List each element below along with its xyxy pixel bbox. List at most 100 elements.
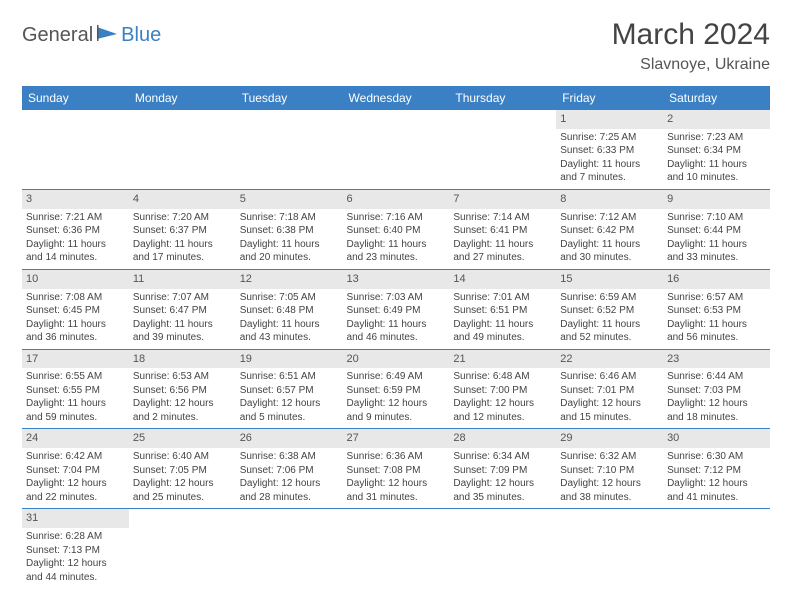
calendar-day-cell: 7Sunrise: 7:14 AMSunset: 6:41 PMDaylight…	[449, 189, 556, 269]
calendar-day-cell: 17Sunrise: 6:55 AMSunset: 6:55 PMDayligh…	[22, 349, 129, 429]
day-number: 12	[236, 270, 343, 289]
sunset-text: Sunset: 6:34 PM	[667, 144, 766, 158]
sunset-text: Sunset: 6:38 PM	[240, 224, 339, 238]
daylight-text: and 25 minutes.	[133, 491, 232, 505]
sunrise-text: Sunrise: 6:44 AM	[667, 370, 766, 384]
calendar-table: Sunday Monday Tuesday Wednesday Thursday…	[22, 86, 770, 588]
daylight-text: Daylight: 12 hours	[347, 477, 446, 491]
day-number: 1	[556, 110, 663, 129]
calendar-day-cell: 29Sunrise: 6:32 AMSunset: 7:10 PMDayligh…	[556, 429, 663, 509]
day-number: 26	[236, 429, 343, 448]
sunrise-text: Sunrise: 7:23 AM	[667, 131, 766, 145]
sunset-text: Sunset: 6:48 PM	[240, 304, 339, 318]
sunset-text: Sunset: 7:03 PM	[667, 384, 766, 398]
sunrise-text: Sunrise: 7:10 AM	[667, 211, 766, 225]
daylight-text: and 2 minutes.	[133, 411, 232, 425]
sunrise-text: Sunrise: 7:07 AM	[133, 291, 232, 305]
day-number: 28	[449, 429, 556, 448]
calendar-day-cell: 27Sunrise: 6:36 AMSunset: 7:08 PMDayligh…	[343, 429, 450, 509]
daylight-text: Daylight: 11 hours	[133, 238, 232, 252]
calendar-day-cell	[236, 509, 343, 588]
daylight-text: and 15 minutes.	[560, 411, 659, 425]
sunrise-text: Sunrise: 6:59 AM	[560, 291, 659, 305]
page-title: March 2024	[612, 18, 770, 52]
sunset-text: Sunset: 6:36 PM	[26, 224, 125, 238]
day-number: 9	[663, 190, 770, 209]
sunrise-text: Sunrise: 6:34 AM	[453, 450, 552, 464]
calendar-day-cell: 14Sunrise: 7:01 AMSunset: 6:51 PMDayligh…	[449, 269, 556, 349]
sunset-text: Sunset: 6:55 PM	[26, 384, 125, 398]
sunset-text: Sunset: 6:37 PM	[133, 224, 232, 238]
day-header: Monday	[129, 86, 236, 110]
daylight-text: Daylight: 12 hours	[347, 397, 446, 411]
daylight-text: and 10 minutes.	[667, 171, 766, 185]
day-number: 2	[663, 110, 770, 129]
day-header: Friday	[556, 86, 663, 110]
calendar-week-row: 17Sunrise: 6:55 AMSunset: 6:55 PMDayligh…	[22, 349, 770, 429]
sunset-text: Sunset: 6:53 PM	[667, 304, 766, 318]
day-header: Saturday	[663, 86, 770, 110]
calendar-week-row: 1Sunrise: 7:25 AMSunset: 6:33 PMDaylight…	[22, 110, 770, 189]
sunset-text: Sunset: 7:13 PM	[26, 544, 125, 558]
calendar-day-cell: 13Sunrise: 7:03 AMSunset: 6:49 PMDayligh…	[343, 269, 450, 349]
daylight-text: Daylight: 11 hours	[26, 397, 125, 411]
daylight-text: and 52 minutes.	[560, 331, 659, 345]
sunset-text: Sunset: 6:47 PM	[133, 304, 232, 318]
daylight-text: Daylight: 11 hours	[347, 318, 446, 332]
daylight-text: Daylight: 11 hours	[560, 238, 659, 252]
sunset-text: Sunset: 7:05 PM	[133, 464, 232, 478]
logo-text-blue: Blue	[121, 24, 161, 47]
day-number: 22	[556, 350, 663, 369]
sunset-text: Sunset: 7:08 PM	[347, 464, 446, 478]
daylight-text: Daylight: 11 hours	[667, 158, 766, 172]
daylight-text: Daylight: 11 hours	[133, 318, 232, 332]
daylight-text: and 59 minutes.	[26, 411, 125, 425]
sunrise-text: Sunrise: 7:12 AM	[560, 211, 659, 225]
daylight-text: and 31 minutes.	[347, 491, 446, 505]
day-number: 20	[343, 350, 450, 369]
logo-flag-icon	[97, 25, 119, 46]
day-number: 8	[556, 190, 663, 209]
calendar-day-cell: 23Sunrise: 6:44 AMSunset: 7:03 PMDayligh…	[663, 349, 770, 429]
logo: General Blue	[22, 24, 161, 47]
day-number: 5	[236, 190, 343, 209]
daylight-text: Daylight: 12 hours	[667, 477, 766, 491]
daylight-text: Daylight: 11 hours	[560, 158, 659, 172]
calendar-day-cell	[343, 110, 450, 189]
sunrise-text: Sunrise: 6:32 AM	[560, 450, 659, 464]
day-number: 16	[663, 270, 770, 289]
daylight-text: and 14 minutes.	[26, 251, 125, 265]
calendar-day-cell	[343, 509, 450, 588]
calendar-day-cell: 2 Sunrise: 7:23 AMSunset: 6:34 PMDaylight…	[663, 110, 770, 189]
logo-text-general: General	[22, 24, 93, 47]
daylight-text: and 33 minutes.	[667, 251, 766, 265]
daylight-text: and 20 minutes.	[240, 251, 339, 265]
sunrise-text: Sunrise: 7:18 AM	[240, 211, 339, 225]
day-number: 19	[236, 350, 343, 369]
daylight-text: Daylight: 12 hours	[133, 397, 232, 411]
calendar-day-cell: 26Sunrise: 6:38 AMSunset: 7:06 PMDayligh…	[236, 429, 343, 509]
daylight-text: Daylight: 12 hours	[453, 477, 552, 491]
daylight-text: Daylight: 12 hours	[560, 397, 659, 411]
calendar-day-cell: 22Sunrise: 6:46 AMSunset: 7:01 PMDayligh…	[556, 349, 663, 429]
sunset-text: Sunset: 7:04 PM	[26, 464, 125, 478]
day-number: 30	[663, 429, 770, 448]
calendar-day-cell: 28Sunrise: 6:34 AMSunset: 7:09 PMDayligh…	[449, 429, 556, 509]
sunrise-text: Sunrise: 6:51 AM	[240, 370, 339, 384]
calendar-week-row: 10Sunrise: 7:08 AMSunset: 6:45 PMDayligh…	[22, 269, 770, 349]
sunset-text: Sunset: 6:59 PM	[347, 384, 446, 398]
day-number: 25	[129, 429, 236, 448]
sunrise-text: Sunrise: 7:01 AM	[453, 291, 552, 305]
calendar-week-row: 31Sunrise: 6:28 AMSunset: 7:13 PMDayligh…	[22, 509, 770, 588]
daylight-text: and 46 minutes.	[347, 331, 446, 345]
location-label: Slavnoye, Ukraine	[612, 56, 770, 74]
daylight-text: and 27 minutes.	[453, 251, 552, 265]
daylight-text: and 30 minutes.	[560, 251, 659, 265]
header: General Blue March 2024 Slavnoye, Ukrain…	[22, 18, 770, 74]
daylight-text: and 56 minutes.	[667, 331, 766, 345]
daylight-text: Daylight: 11 hours	[26, 318, 125, 332]
day-number: 31	[22, 509, 129, 528]
calendar-day-cell: 31Sunrise: 6:28 AMSunset: 7:13 PMDayligh…	[22, 509, 129, 588]
daylight-text: and 17 minutes.	[133, 251, 232, 265]
daylight-text: and 38 minutes.	[560, 491, 659, 505]
